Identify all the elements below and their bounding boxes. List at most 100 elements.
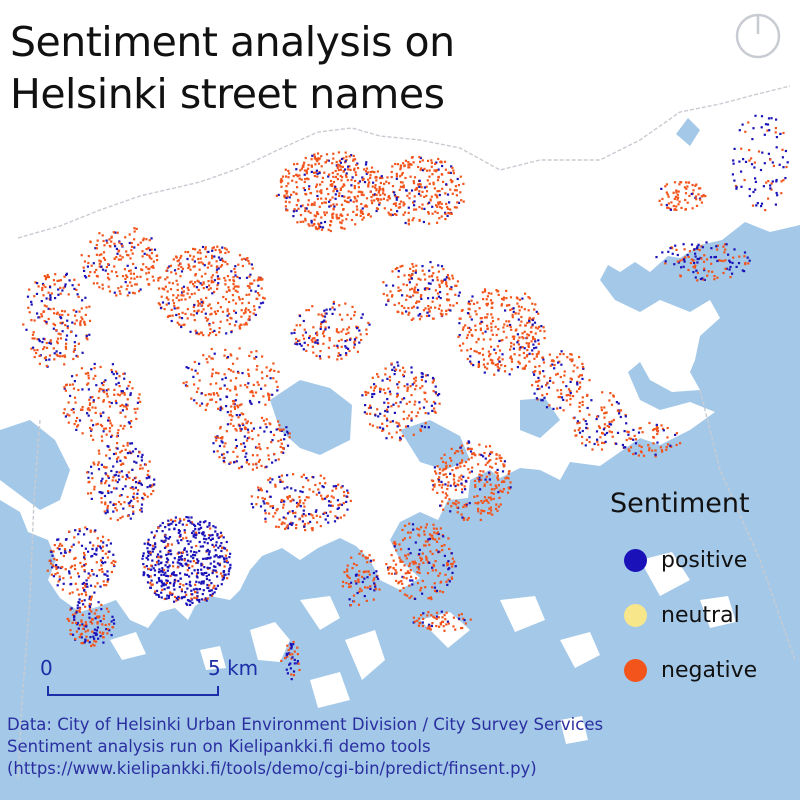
negative-street-point xyxy=(382,189,385,192)
positive-street-point xyxy=(533,373,536,376)
negative-street-point xyxy=(229,389,232,392)
negative-street-point xyxy=(324,201,327,204)
negative-street-point xyxy=(523,367,526,370)
positive-street-point xyxy=(427,426,430,429)
positive-street-point xyxy=(194,525,197,528)
positive-street-point xyxy=(196,595,199,598)
positive-street-point xyxy=(220,549,223,553)
negative-street-point xyxy=(145,238,148,241)
positive-street-point xyxy=(197,522,200,525)
negative-street-point xyxy=(611,435,614,438)
negative-street-point xyxy=(324,197,327,200)
positive-street-point xyxy=(371,395,374,398)
negative-street-point xyxy=(319,350,322,353)
negative-street-point xyxy=(262,296,265,299)
negative-street-point xyxy=(349,168,352,171)
positive-street-point xyxy=(427,282,430,285)
negative-street-point xyxy=(80,632,83,635)
negative-street-point xyxy=(139,275,142,278)
positive-street-point xyxy=(226,411,229,414)
negative-street-point xyxy=(304,192,307,196)
negative-street-point xyxy=(578,421,581,424)
negative-street-point xyxy=(92,377,95,380)
positive-street-point xyxy=(100,480,103,483)
negative-street-point xyxy=(434,193,437,196)
negative-street-point xyxy=(670,201,673,204)
negative-street-point xyxy=(261,278,264,281)
negative-street-point xyxy=(496,365,499,368)
positive-street-point xyxy=(97,468,101,471)
negative-street-point xyxy=(286,190,289,193)
negative-street-point xyxy=(364,586,367,589)
negative-street-point xyxy=(362,178,365,181)
positive-street-point xyxy=(195,312,198,315)
negative-street-point xyxy=(22,323,25,326)
negative-street-point xyxy=(497,328,500,331)
positive-street-point xyxy=(142,554,145,557)
negative-street-point xyxy=(101,623,104,626)
positive-street-point xyxy=(407,547,410,551)
positive-street-point xyxy=(151,547,154,550)
positive-street-point xyxy=(234,274,237,277)
positive-street-point xyxy=(75,334,78,337)
negative-street-point xyxy=(329,500,332,503)
negative-street-point xyxy=(229,379,232,382)
negative-street-point xyxy=(99,365,102,369)
negative-street-point xyxy=(424,374,428,377)
negative-street-point xyxy=(311,345,314,348)
negative-street-point xyxy=(387,568,390,571)
positive-street-point xyxy=(193,304,196,307)
negative-street-point xyxy=(395,421,398,424)
negative-street-point xyxy=(53,557,56,561)
negative-street-point xyxy=(175,296,178,299)
negative-street-point xyxy=(106,507,109,510)
positive-street-point xyxy=(124,281,127,284)
negative-street-point xyxy=(93,640,96,643)
negative-street-point xyxy=(104,623,107,627)
negative-street-point xyxy=(296,221,299,224)
negative-street-point xyxy=(556,407,559,410)
negative-street-point xyxy=(93,463,96,466)
negative-street-point xyxy=(483,316,487,319)
positive-street-point xyxy=(509,486,512,489)
negative-street-point xyxy=(407,211,410,214)
city-boundary xyxy=(17,85,791,239)
negative-street-point xyxy=(191,565,194,568)
positive-street-point xyxy=(116,460,119,463)
negative-street-point xyxy=(572,417,575,420)
negative-street-point xyxy=(53,312,56,315)
negative-street-point xyxy=(107,475,110,478)
negative-street-point xyxy=(407,531,410,534)
negative-street-point xyxy=(219,250,222,253)
negative-street-point xyxy=(394,267,397,271)
negative-street-point xyxy=(81,408,84,411)
negative-street-point xyxy=(675,191,678,194)
positive-street-point xyxy=(686,254,689,257)
negative-street-point xyxy=(603,416,606,419)
positive-street-point xyxy=(621,443,624,447)
negative-street-point xyxy=(177,264,180,267)
negative-street-point xyxy=(203,598,206,601)
negative-street-point xyxy=(434,569,438,572)
positive-street-point xyxy=(225,540,228,544)
positive-street-point xyxy=(484,330,487,333)
positive-street-point xyxy=(467,440,470,443)
positive-street-point xyxy=(110,491,113,494)
positive-street-point xyxy=(299,505,302,508)
negative-street-point xyxy=(74,612,77,615)
positive-street-point xyxy=(535,346,538,349)
negative-street-point xyxy=(704,195,707,198)
negative-street-point xyxy=(132,492,136,495)
negative-street-point xyxy=(457,184,460,187)
negative-street-point xyxy=(264,403,267,406)
positive-street-point xyxy=(196,599,199,602)
negative-street-point xyxy=(416,571,419,574)
positive-street-point xyxy=(60,317,63,320)
positive-street-point xyxy=(360,316,363,319)
negative-street-point xyxy=(73,322,76,325)
negative-street-point xyxy=(485,445,488,448)
positive-street-point xyxy=(211,537,214,540)
negative-street-point xyxy=(522,351,525,355)
positive-street-point xyxy=(187,367,190,370)
positive-street-point xyxy=(331,312,334,315)
